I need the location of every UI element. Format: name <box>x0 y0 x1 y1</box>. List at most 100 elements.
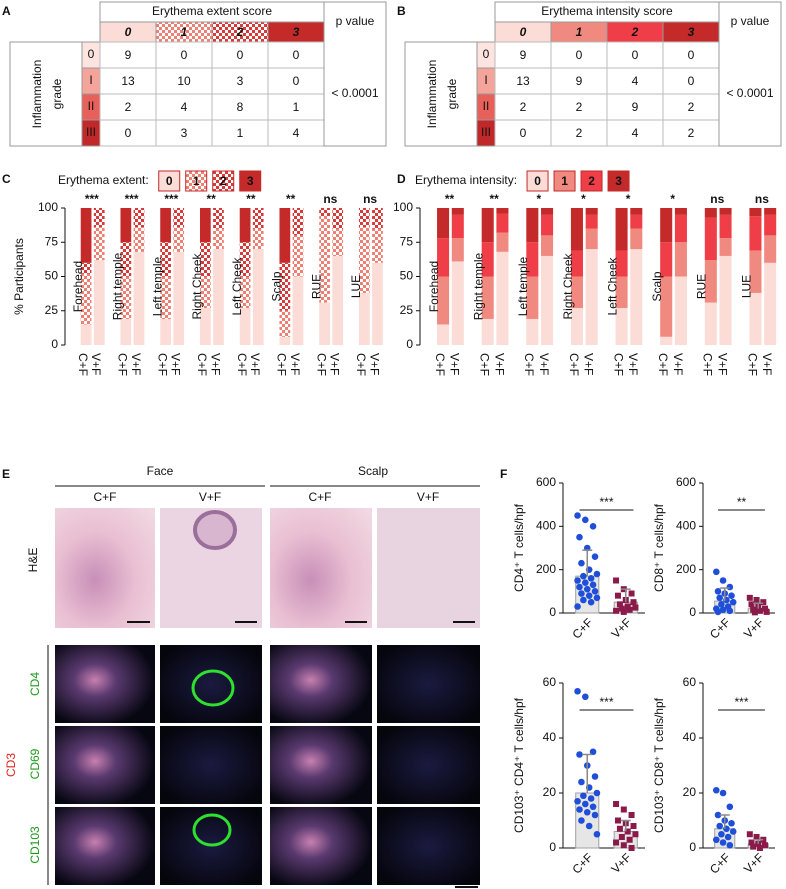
data-point <box>719 606 727 614</box>
group-label: C+F <box>314 353 328 376</box>
bar-segment <box>451 208 464 215</box>
row-header: Inflammation <box>425 60 439 129</box>
table-cell <box>99 41 157 69</box>
bar-segment <box>120 318 132 345</box>
table-value: 0 <box>576 48 583 62</box>
group-label: C+F <box>354 353 368 376</box>
significance: *** <box>599 695 613 709</box>
legend-label: 3 <box>247 174 254 188</box>
bar-segment <box>239 242 251 277</box>
legend-label: 1 <box>561 174 568 188</box>
significance: ** <box>286 192 296 206</box>
significance: *** <box>164 192 178 206</box>
bar-segment <box>372 228 383 263</box>
bar-segment <box>160 242 171 277</box>
data-point <box>756 607 763 614</box>
y-tick-label: 0 <box>406 337 413 351</box>
y-tick-label: 0 <box>549 605 556 619</box>
table-cell <box>606 93 664 121</box>
bar-segment <box>451 261 464 345</box>
data-point <box>576 583 583 591</box>
group-label: V+F <box>129 353 143 375</box>
score-label: 0 <box>125 25 132 39</box>
data-point <box>576 751 583 758</box>
significance: *** <box>599 495 613 509</box>
bar-segment <box>749 216 762 251</box>
bar-segment <box>279 262 291 311</box>
data-point <box>713 836 720 844</box>
p-cell <box>718 1 782 147</box>
bar-segment <box>481 276 494 319</box>
legend-swatch <box>158 170 181 192</box>
group-label: C+F <box>567 353 581 376</box>
legend-label: 1 <box>193 174 200 188</box>
group-label: V+F <box>715 353 729 375</box>
he-follicle <box>193 510 237 550</box>
data-point <box>746 594 753 601</box>
data-point <box>580 596 587 604</box>
table-value: 4 <box>293 126 300 140</box>
data-point <box>760 599 767 606</box>
bar-segment <box>764 214 777 236</box>
table-cell <box>606 41 664 69</box>
group-label: C+F <box>522 353 536 376</box>
data-point <box>750 843 757 850</box>
bar-segment <box>80 208 92 263</box>
he-image <box>55 508 155 628</box>
table-value: 0 <box>688 74 695 88</box>
if-image <box>55 645 155 723</box>
bar-segment <box>332 255 344 345</box>
y-tick-label: 200 <box>536 562 556 576</box>
table-value: 9 <box>520 48 527 62</box>
score-label: 3 <box>688 25 695 39</box>
group-label: V+F <box>492 353 506 375</box>
table-value: 4 <box>632 74 639 88</box>
bar-segment <box>585 214 598 229</box>
y-tick-label: 25 <box>45 303 59 317</box>
data-point <box>580 792 587 800</box>
histology-panel: Face Scalp C+F V+F C+F V+F H&E CD3 CD4 C… <box>4 464 480 888</box>
data-point <box>593 789 601 797</box>
grade-label: II <box>88 99 95 113</box>
legend-label: 2 <box>220 174 227 188</box>
panel-label: D <box>397 172 406 186</box>
data-point <box>746 831 753 838</box>
bar-segment <box>615 208 628 251</box>
legend-label: 0 <box>534 174 541 188</box>
data-point <box>578 778 585 786</box>
data-point <box>591 811 599 819</box>
he-image <box>270 508 372 628</box>
table-cell <box>662 93 720 121</box>
data-point <box>587 795 595 802</box>
significance: * <box>536 192 541 206</box>
category-label: V+F <box>741 850 767 876</box>
data-point <box>751 609 758 616</box>
category-label: RUE <box>695 274 709 299</box>
bar-segment <box>749 250 762 293</box>
y-tick-label: 0 <box>689 840 696 854</box>
data-point <box>630 599 637 606</box>
y-tick-label: 600 <box>676 475 696 489</box>
data-point <box>614 817 621 824</box>
data-point <box>626 606 633 613</box>
table-cell <box>494 67 552 95</box>
category-label: LUE <box>739 275 753 298</box>
score-label: 0 <box>520 25 527 39</box>
data-point <box>714 811 722 819</box>
significance: ns <box>710 192 724 206</box>
data-point <box>591 553 599 560</box>
table-value: 2 <box>576 126 583 140</box>
bar-segment <box>213 228 224 250</box>
p-header: p value <box>336 14 375 28</box>
bar-segment <box>292 276 304 345</box>
bar-segment <box>764 235 777 263</box>
category-label: Forehead <box>427 261 441 312</box>
bar-segment <box>239 208 251 243</box>
data-point <box>578 817 585 824</box>
bar-segment <box>674 276 687 345</box>
bar-segment <box>279 310 291 337</box>
data-point <box>613 839 620 846</box>
data-point <box>719 839 727 846</box>
y-tick-label: 25 <box>400 303 414 317</box>
significance: ns <box>363 192 377 206</box>
